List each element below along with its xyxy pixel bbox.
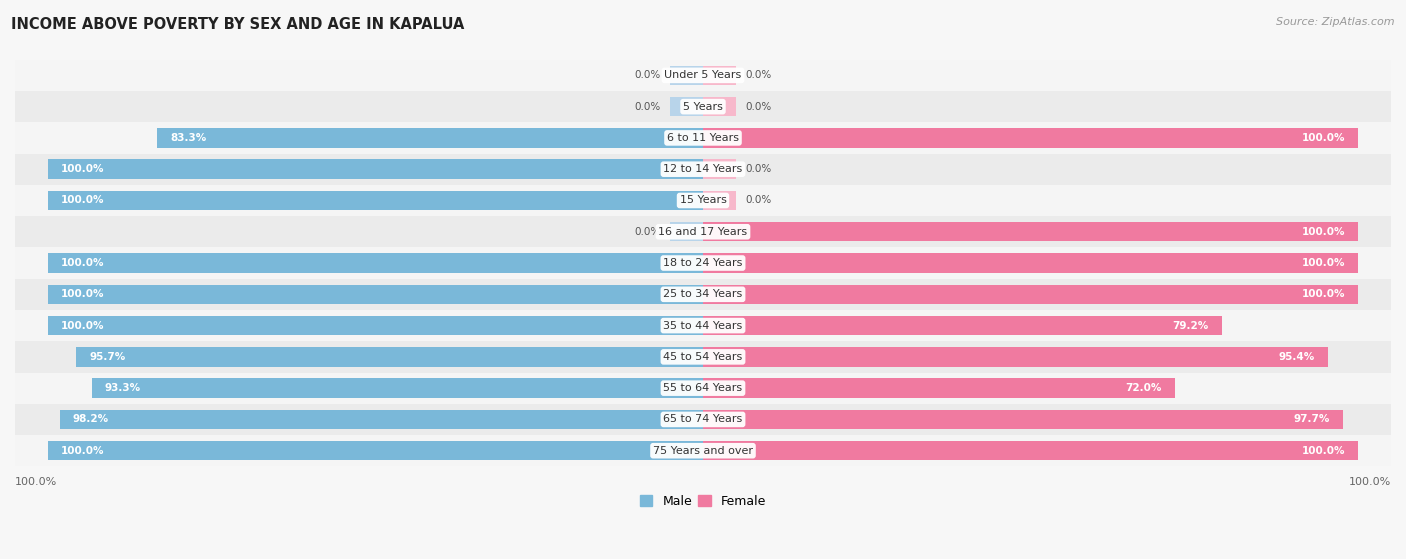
Text: 98.2%: 98.2% (73, 414, 108, 424)
Bar (671, 97, 703, 116)
Text: 45 to 54 Years: 45 to 54 Years (664, 352, 742, 362)
Bar (703, 347, 1329, 367)
Text: 0.0%: 0.0% (634, 227, 661, 237)
Bar (15, 404, 1391, 435)
Text: 100.0%: 100.0% (1348, 477, 1391, 487)
Text: 97.7%: 97.7% (1294, 414, 1330, 424)
Bar (703, 222, 1358, 241)
Bar (15, 91, 1391, 122)
Legend: Male, Female: Male, Female (636, 490, 770, 513)
Bar (48, 191, 703, 210)
Bar (15, 435, 1391, 466)
Text: 100.0%: 100.0% (60, 258, 104, 268)
Bar (703, 97, 735, 116)
Bar (15, 185, 1391, 216)
Bar (48, 285, 703, 304)
Bar (671, 65, 703, 85)
Text: 100.0%: 100.0% (1302, 446, 1346, 456)
Text: 100.0%: 100.0% (1302, 258, 1346, 268)
Text: 100.0%: 100.0% (1302, 290, 1346, 299)
Text: 100.0%: 100.0% (60, 290, 104, 299)
Text: 12 to 14 Years: 12 to 14 Years (664, 164, 742, 174)
Text: 15 Years: 15 Years (679, 196, 727, 206)
Text: 0.0%: 0.0% (634, 102, 661, 112)
Bar (15, 154, 1391, 185)
Bar (671, 222, 703, 241)
Text: 100.0%: 100.0% (60, 321, 104, 330)
Bar (703, 128, 1358, 148)
Text: 0.0%: 0.0% (745, 70, 772, 80)
Text: 16 and 17 Years: 16 and 17 Years (658, 227, 748, 237)
Text: 100.0%: 100.0% (60, 164, 104, 174)
Text: 6 to 11 Years: 6 to 11 Years (666, 133, 740, 143)
Text: 18 to 24 Years: 18 to 24 Years (664, 258, 742, 268)
Bar (48, 316, 703, 335)
Bar (703, 191, 735, 210)
Text: INCOME ABOVE POVERTY BY SEX AND AGE IN KAPALUA: INCOME ABOVE POVERTY BY SEX AND AGE IN K… (11, 17, 464, 32)
Text: 100.0%: 100.0% (60, 196, 104, 206)
Text: 35 to 44 Years: 35 to 44 Years (664, 321, 742, 330)
Bar (703, 253, 1358, 273)
Bar (15, 122, 1391, 154)
Text: 79.2%: 79.2% (1173, 321, 1209, 330)
Bar (15, 372, 1391, 404)
Text: Under 5 Years: Under 5 Years (665, 70, 741, 80)
Text: 93.3%: 93.3% (105, 383, 141, 393)
Bar (48, 159, 703, 179)
Bar (91, 378, 703, 398)
Text: 100.0%: 100.0% (1302, 227, 1346, 237)
Text: 75 Years and over: 75 Years and over (652, 446, 754, 456)
Bar (703, 316, 1222, 335)
Text: 95.7%: 95.7% (89, 352, 125, 362)
Bar (703, 378, 1175, 398)
Bar (15, 60, 1391, 91)
Bar (76, 347, 703, 367)
Text: 65 to 74 Years: 65 to 74 Years (664, 414, 742, 424)
Text: 5 Years: 5 Years (683, 102, 723, 112)
Text: 72.0%: 72.0% (1125, 383, 1161, 393)
Bar (703, 159, 735, 179)
Text: 55 to 64 Years: 55 to 64 Years (664, 383, 742, 393)
Text: 0.0%: 0.0% (745, 102, 772, 112)
Bar (703, 410, 1343, 429)
Bar (703, 441, 1358, 461)
Bar (15, 310, 1391, 341)
Bar (15, 341, 1391, 372)
Bar (48, 253, 703, 273)
Text: 0.0%: 0.0% (634, 70, 661, 80)
Bar (15, 279, 1391, 310)
Text: 25 to 34 Years: 25 to 34 Years (664, 290, 742, 299)
Text: 100.0%: 100.0% (15, 477, 58, 487)
Bar (703, 285, 1358, 304)
Text: 95.4%: 95.4% (1278, 352, 1315, 362)
Bar (59, 410, 703, 429)
Text: 83.3%: 83.3% (170, 133, 207, 143)
Text: 0.0%: 0.0% (745, 196, 772, 206)
Text: 100.0%: 100.0% (60, 446, 104, 456)
Text: Source: ZipAtlas.com: Source: ZipAtlas.com (1277, 17, 1395, 27)
Bar (48, 441, 703, 461)
Text: 100.0%: 100.0% (1302, 133, 1346, 143)
Text: 0.0%: 0.0% (745, 164, 772, 174)
Bar (15, 248, 1391, 279)
Bar (157, 128, 703, 148)
Bar (15, 216, 1391, 248)
Bar (703, 65, 735, 85)
